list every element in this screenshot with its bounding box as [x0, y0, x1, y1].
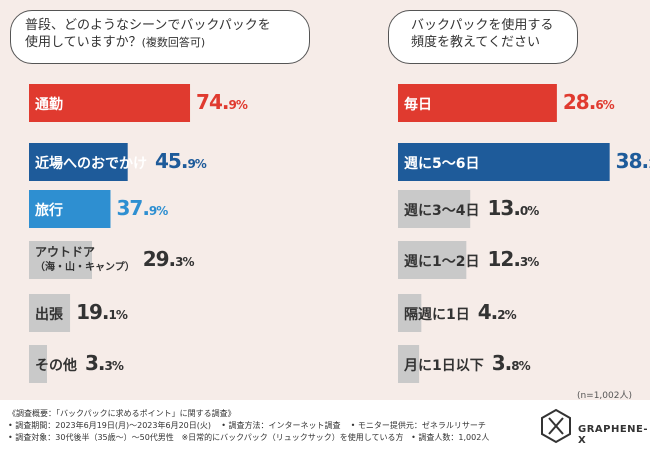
- bar-value-int-0-2: 37.: [116, 196, 149, 220]
- bar-0-0: [29, 84, 191, 122]
- bar-0-2: [29, 190, 111, 228]
- bar-value-int-0-1: 45.: [155, 149, 188, 173]
- bar-value-0-5: 3.3%: [85, 351, 124, 375]
- bar-value-int-0-0: 74.: [196, 90, 229, 114]
- footer-target: • 調査対象：30代後半（35歳〜）〜50代男性: [8, 433, 174, 442]
- bar-value-int-1-0: 28.: [562, 90, 596, 114]
- bar-value-1-0: 28.6%: [562, 90, 615, 114]
- bar-value-1-1: 38.1%: [616, 149, 650, 173]
- footer-count: • 調査人数：1,002人: [411, 433, 490, 442]
- bar-value-dec-0-3: 3%: [175, 255, 194, 269]
- brand-name: GRAPHENE-X: [578, 424, 649, 446]
- bar-value-int-1-3: 12.: [487, 247, 520, 271]
- bar-value-dec-1-3: 3%: [519, 255, 539, 269]
- sample-size-note: (n=1,002人): [576, 391, 632, 401]
- right-question-bubble: バックパックを使用する 頻度を教えてください: [388, 10, 578, 64]
- bar-label-line-0-3-0: アウトドア: [35, 245, 96, 259]
- bar-label-1-1: 週に5〜6日: [404, 156, 480, 172]
- bar-value-dec-1-2: 0%: [519, 204, 539, 218]
- bar-value-int-1-1: 38.: [615, 149, 649, 173]
- bar-label-1-5: 月に1日以下: [404, 358, 484, 374]
- footer-provider: • モニター提供元：ゼネラルリサーチ: [350, 421, 486, 430]
- footer-method: • 調査方法：インターネット調査: [221, 421, 341, 430]
- bar-value-int-0-3: 29.: [142, 247, 176, 271]
- bar-0-4: [29, 294, 71, 332]
- bar-value-int-0-5: 3.: [85, 351, 105, 375]
- bar-1-4: [398, 294, 422, 332]
- left-question-line2: 使用していますか？: [25, 35, 142, 50]
- bar-1-5: [398, 345, 420, 383]
- bar-label-0-1: 近場へのおでかけ: [35, 156, 147, 172]
- footer-period: • 調査期間：2023年6月19日(月)〜2023年6月20日(火): [8, 421, 212, 430]
- bar-value-dec-0-1: 9%: [187, 157, 206, 171]
- left-question-bubble: 普段、どのようなシーンでバックパックを 使用していますか？(複数回答可): [10, 10, 310, 64]
- bar-1-3: [398, 241, 467, 279]
- bar-value-dec-1-1: 1%: [648, 157, 650, 171]
- bar-value-dec-0-2: 9%: [148, 204, 168, 218]
- bar-label-1-0: 毎日: [404, 97, 432, 113]
- bar-value-int-0-4: 19.: [76, 300, 109, 324]
- bar-value-int-1-2: 13.: [487, 196, 520, 220]
- bar-label-0-5: その他: [35, 358, 77, 374]
- bar-label-line-0-3-1: （海・山・キャンプ）: [35, 262, 135, 273]
- bar-value-0-2: 37.9%: [116, 196, 168, 220]
- bar-value-0-4: 19.1%: [76, 300, 128, 324]
- bar-value-1-4: 4.2%: [477, 300, 517, 324]
- footer-target-note: ※日常的にバックパック（リュックサック）を使用している方: [181, 433, 404, 442]
- bar-value-dec-0-4: 1%: [108, 308, 128, 322]
- bar-value-1-3: 12.3%: [487, 247, 539, 271]
- bar-value-dec-0-5: 3%: [104, 359, 124, 373]
- bar-1-1: [398, 143, 610, 181]
- bar-label-1-3: 週に1〜2日: [404, 254, 480, 270]
- bar-value-dec-1-5: 8%: [511, 359, 530, 373]
- bar-label-1-2: 週に3〜4日: [404, 203, 480, 219]
- left-question-note: (複数回答可): [141, 36, 206, 49]
- bar-1-2: [398, 190, 471, 228]
- bar-value-0-1: 45.9%: [155, 149, 207, 173]
- bar-0-3: [29, 241, 92, 279]
- footer-line1: 《調査概要：「バックパックに求めるポイント」に関する調査》: [8, 409, 236, 418]
- right-question-line2: 頻度を教えてください: [411, 35, 540, 50]
- bar-value-int-1-4: 4.: [477, 300, 498, 324]
- bar-0-1: [29, 143, 128, 181]
- bar-value-dec-0-0: 9%: [228, 98, 247, 112]
- bar-1-0: [398, 84, 557, 122]
- right-question-line1: バックパックを使用する: [411, 18, 554, 33]
- bar-label-0-4: 出張: [35, 307, 63, 323]
- bar-label-0-2: 旅行: [35, 203, 63, 219]
- bar-label-0-3: アウトドア （海・山・キャンプ）: [35, 244, 135, 276]
- bar-label-0-0: 通勤: [35, 97, 63, 113]
- bar-value-dec-1-0: 6%: [595, 98, 614, 112]
- bar-value-0-0: 74.9%: [196, 90, 248, 114]
- bar-label-1-4: 隔週に1日: [404, 307, 470, 323]
- bar-value-int-1-5: 3.: [491, 351, 512, 375]
- bar-0-5: [29, 345, 47, 383]
- graphene-logo-icon: [541, 408, 571, 444]
- bar-value-dec-1-4: 2%: [497, 308, 516, 322]
- left-question-line1: 普段、どのようなシーンでバックパックを: [25, 18, 271, 33]
- bar-value-1-5: 3.8%: [491, 351, 531, 375]
- bar-value-0-3: 29.3%: [142, 247, 195, 271]
- bar-value-1-2: 13.0%: [487, 196, 539, 220]
